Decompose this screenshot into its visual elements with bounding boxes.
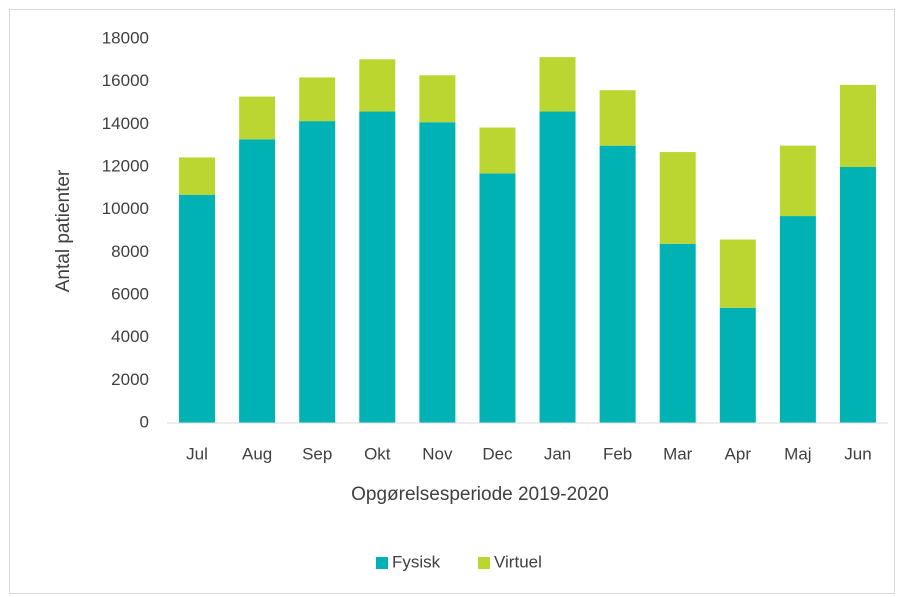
bar-segment xyxy=(839,167,876,423)
x-axis-label: Opgørelsesperiode 2019-2020 xyxy=(351,484,609,505)
bar-segment xyxy=(299,121,336,423)
x-tick-label: Jan xyxy=(544,444,571,463)
bar-segment xyxy=(659,243,696,423)
legend-label: Virtuel xyxy=(494,552,542,571)
bar-segment xyxy=(539,57,576,112)
x-tick-label: Okt xyxy=(364,444,391,463)
x-tick-label: Feb xyxy=(603,444,632,463)
bar-segment xyxy=(599,90,636,146)
y-tick-label: 0 xyxy=(140,412,149,431)
y-axis-label: Antal patienter xyxy=(53,169,74,292)
x-tick-label: Nov xyxy=(422,444,453,463)
x-tick-label: Sep xyxy=(302,444,332,463)
bar-segment xyxy=(779,145,816,217)
bar-segment xyxy=(479,173,516,423)
bar-segment xyxy=(359,111,396,424)
bar-segment xyxy=(239,139,276,423)
bar-segment xyxy=(779,216,816,423)
bar-segment xyxy=(419,75,456,123)
y-tick-label: 8000 xyxy=(111,242,149,261)
bar-segment xyxy=(179,194,216,423)
bar-segment xyxy=(839,84,876,167)
bar-segment xyxy=(299,77,336,122)
y-tick-label: 18000 xyxy=(102,28,149,47)
y-tick-label: 12000 xyxy=(102,156,149,175)
bar-segment xyxy=(479,127,516,174)
x-tick-label: Aug xyxy=(242,444,272,463)
x-tick-label: Apr xyxy=(725,444,752,463)
bar-segment xyxy=(539,111,576,424)
y-tick-label: 6000 xyxy=(111,284,149,303)
bar-segment xyxy=(359,59,396,112)
x-tick-label: Maj xyxy=(784,444,811,463)
bar-segment xyxy=(239,96,276,140)
y-tick-label: 4000 xyxy=(111,327,149,346)
x-tick-label: Dec xyxy=(482,444,513,463)
legend-swatch xyxy=(478,557,490,569)
bar-segment xyxy=(659,152,696,244)
legend-swatch xyxy=(376,557,388,569)
y-tick-label: 16000 xyxy=(102,71,149,90)
legend-label: Fysisk xyxy=(392,552,441,571)
bar-segment xyxy=(179,157,216,195)
bar-segment xyxy=(599,145,636,423)
bar-segment xyxy=(719,307,756,423)
x-tick-label: Jun xyxy=(844,444,871,463)
x-tick-label: Jul xyxy=(186,444,208,463)
y-tick-label: 2000 xyxy=(111,370,149,389)
y-tick-label: 10000 xyxy=(102,199,149,218)
bar-segment xyxy=(719,239,756,308)
bar-segment xyxy=(419,122,456,423)
y-tick-label: 14000 xyxy=(102,114,149,133)
x-tick-label: Mar xyxy=(663,444,693,463)
